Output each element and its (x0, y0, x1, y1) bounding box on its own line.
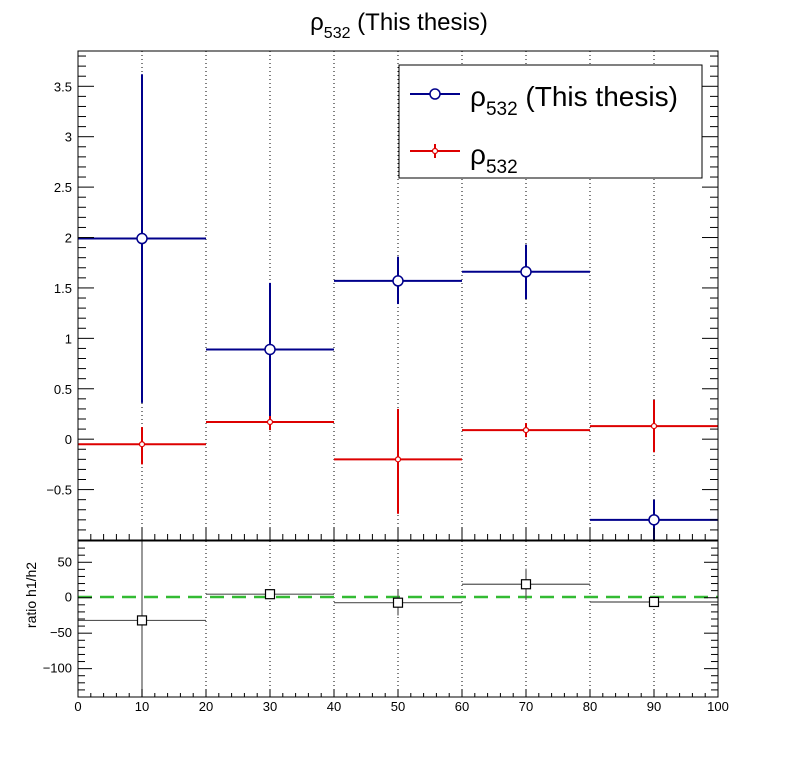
ratio-point (520, 579, 532, 590)
legend-2-symbol: ρ (470, 139, 486, 170)
x-tick-label: 20 (199, 699, 213, 714)
legend-1-suffix: (This thesis) (518, 81, 678, 112)
lower-y-tick-label: −50 (50, 625, 72, 640)
legend-label-1: ρ532 (This thesis) (470, 81, 678, 120)
chart-title: ρ532 (This thesis) (310, 9, 488, 42)
series-1-point (520, 266, 532, 278)
legend-marker-2 (431, 147, 439, 155)
lower-series (78, 541, 718, 697)
upper-y-axis: −0.5 0 0.5 1 1.5 2 2.5 3 3.5 (46, 55, 719, 541)
upper-y-tick-label: 1 (65, 331, 72, 346)
x-tick-label: 100 (707, 699, 729, 714)
legend-marker-1 (429, 88, 441, 100)
series-1-point (136, 232, 148, 245)
legend-entry-1: ρ532 (This thesis) (410, 81, 678, 120)
x-tick-label: 10 (135, 699, 149, 714)
ratio-point (136, 615, 148, 626)
legend-label-2: ρ532 (470, 139, 518, 178)
x-tick-label: 70 (519, 699, 533, 714)
title-symbol: ρ (310, 9, 324, 36)
lower-y-tick-label: 0 (65, 590, 72, 605)
lower-axis: 0 10 20 30 40 50 60 70 80 90 100 −100 −50 0 50 (43, 540, 729, 714)
legend-1-symbol: ρ (470, 81, 486, 112)
legend: ρ532 (This thesis) ρ532 (398, 64, 703, 179)
upper-y-tick-label: 2 (65, 231, 72, 246)
series-1-point (392, 275, 404, 287)
legend-1-subscript: 532 (486, 99, 518, 120)
ratio-point (648, 596, 660, 608)
upper-y-tick-label: 3.5 (54, 79, 72, 94)
series-2-point (138, 441, 146, 448)
series-1-point (648, 514, 660, 526)
series-2-point (394, 456, 402, 463)
x-tick-label: 90 (647, 699, 661, 714)
upper-y-tick-label: 2.5 (54, 180, 72, 195)
ratio-point (264, 589, 276, 600)
upper-y-tick-label: 0 (65, 432, 72, 447)
series-1-point (264, 343, 276, 356)
upper-series (78, 74, 718, 540)
series-2-point (650, 422, 658, 430)
x-tick-label: 30 (263, 699, 277, 714)
legend-box (398, 64, 703, 179)
x-tick-label: 80 (583, 699, 597, 714)
series-2-point (522, 427, 530, 434)
x-tick-label: 40 (327, 699, 341, 714)
legend-entry-2: ρ532 (410, 139, 518, 178)
x-tick-label: 60 (455, 699, 469, 714)
upper-y-tick-label: 0.5 (54, 382, 72, 397)
x-tick-label: 50 (391, 699, 405, 714)
upper-y-tick-label: 1.5 (54, 281, 72, 296)
lower-grid (141, 541, 655, 697)
ratio-point (392, 597, 404, 608)
title-suffix: (This thesis) (351, 9, 488, 36)
lower-y-tick-label: −100 (43, 661, 72, 676)
lower-y-tick-label: 50 (58, 554, 72, 569)
title-subscript: 532 (324, 25, 351, 42)
upper-y-tick-label: 3 (65, 130, 72, 145)
series-2-point (266, 418, 274, 426)
upper-y-tick-label: −0.5 (46, 483, 72, 498)
legend-2-subscript: 532 (486, 157, 518, 178)
x-tick-label: 0 (74, 699, 81, 714)
ratio-y-axis-label: ratio h1/h2 (23, 562, 39, 628)
